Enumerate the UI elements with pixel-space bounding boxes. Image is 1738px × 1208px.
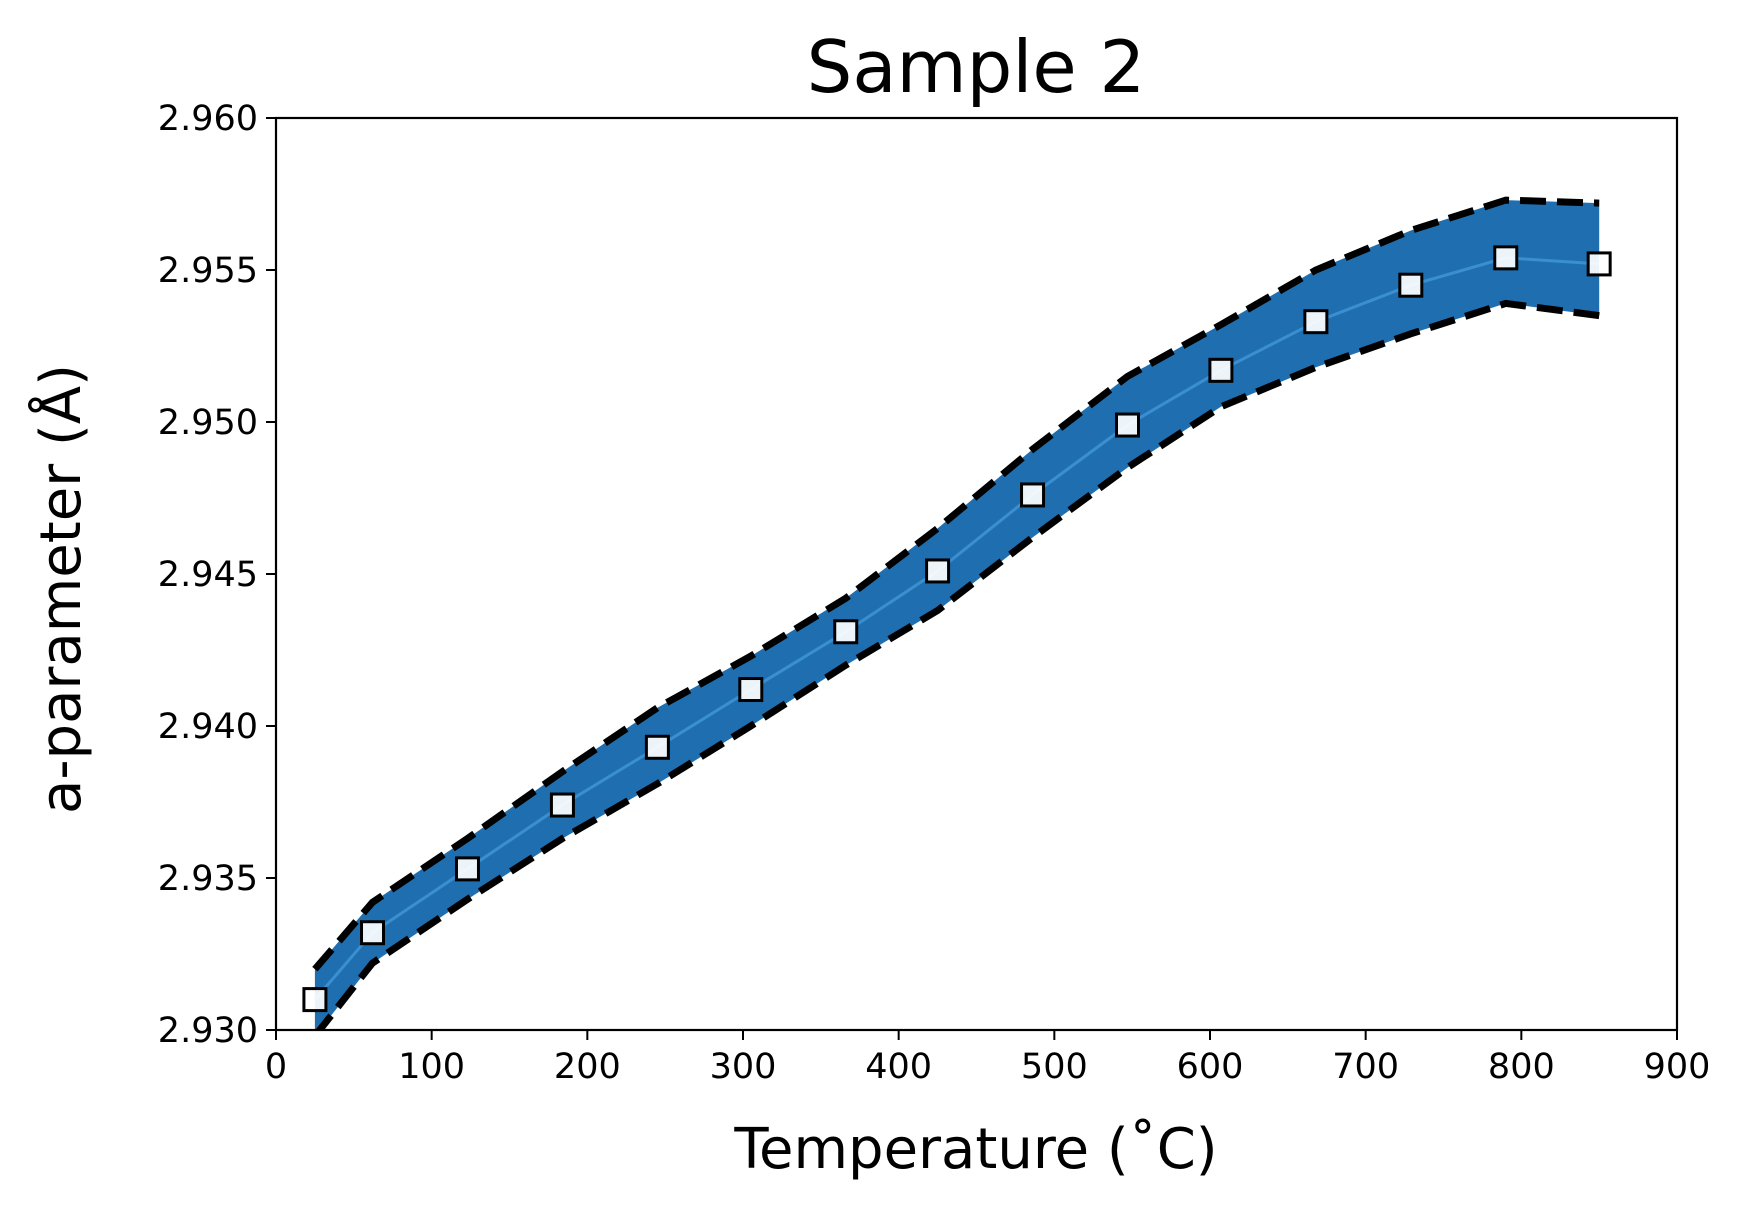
y-tick-label: 2.950 (158, 403, 258, 443)
data-point (833, 619, 859, 645)
plot-area (302, 196, 1612, 1030)
x-tick-label: 500 (1021, 1047, 1088, 1087)
data-point (1020, 482, 1046, 508)
y-axis-label: a-parameter (Å) (28, 364, 94, 814)
axes: 0 100 200 300 400 500 600 700 800 900 2.930 2.935 2.… (158, 99, 1711, 1087)
lower-bound-line (315, 299, 1600, 1030)
data-point (1493, 245, 1519, 271)
data-point (1303, 309, 1329, 335)
y-tick-label: 2.940 (158, 707, 258, 747)
data-point (1208, 357, 1234, 383)
x-tick-label: 800 (1488, 1047, 1555, 1087)
chart-title: Sample 2 (807, 25, 1146, 109)
data-point (925, 558, 951, 584)
x-tick-label: 400 (865, 1047, 932, 1087)
data-point (549, 792, 575, 818)
data-point (738, 677, 764, 703)
x-tick-label: 300 (710, 1047, 777, 1087)
data-point (454, 856, 480, 882)
data-point (1398, 272, 1424, 298)
series-group (312, 196, 1600, 1030)
y-tick-label: 2.945 (158, 555, 258, 595)
x-tick-label: 700 (1332, 1047, 1399, 1087)
data-point (360, 920, 386, 946)
x-tick-label: 0 (265, 1047, 287, 1087)
data-point (644, 734, 670, 760)
x-tick-label: 600 (1177, 1047, 1244, 1087)
data-point (1586, 251, 1612, 277)
data-point (302, 987, 328, 1013)
x-axis-label: Temperature (˚C) (733, 1117, 1217, 1182)
uncertainty-band (314, 200, 1600, 1030)
data-point (1114, 412, 1140, 438)
upper-bound-line (312, 196, 1600, 972)
x-tick-label: 100 (398, 1047, 465, 1087)
x-tick-label: 900 (1644, 1047, 1711, 1087)
y-tick-label: 2.935 (158, 859, 258, 899)
y-tick-label: 2.960 (158, 99, 258, 139)
x-tick-label: 200 (554, 1047, 621, 1087)
y-tick-label: 2.930 (158, 1011, 258, 1051)
series-line (313, 256, 1600, 1001)
y-tick-label: 2.955 (158, 251, 258, 291)
